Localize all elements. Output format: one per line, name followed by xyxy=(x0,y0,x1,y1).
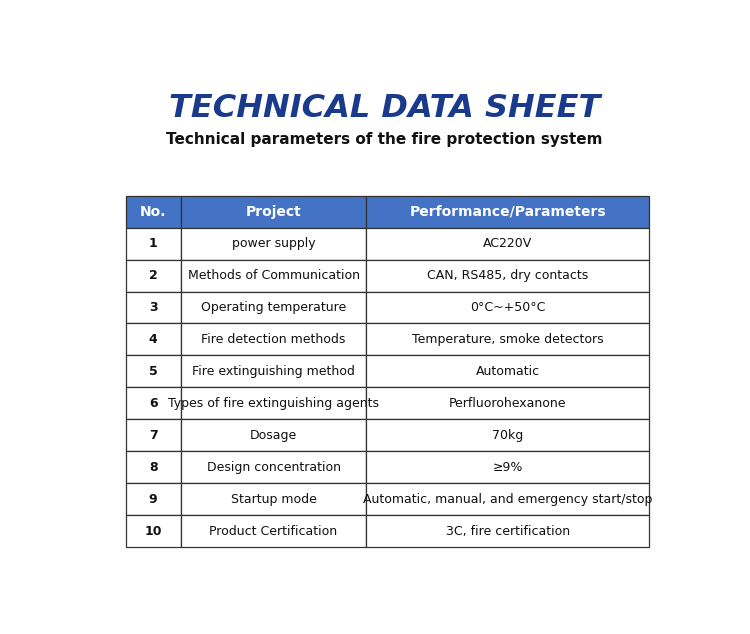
Bar xyxy=(181,196,366,228)
Text: 2: 2 xyxy=(148,269,158,282)
Bar xyxy=(366,196,649,228)
Text: Dosage: Dosage xyxy=(250,429,297,442)
Bar xyxy=(126,356,181,387)
Bar xyxy=(181,515,366,547)
Text: Startup mode: Startup mode xyxy=(230,493,316,506)
Text: Technical parameters of the fire protection system: Technical parameters of the fire protect… xyxy=(166,133,603,147)
Text: Project: Project xyxy=(246,205,302,219)
Bar xyxy=(181,451,366,483)
Bar xyxy=(126,387,181,419)
Text: Operating temperature: Operating temperature xyxy=(201,301,346,314)
Bar xyxy=(366,419,649,451)
Bar xyxy=(126,196,181,228)
Text: Automatic: Automatic xyxy=(476,365,540,378)
Bar xyxy=(181,292,366,323)
Bar xyxy=(126,292,181,323)
Bar xyxy=(366,387,649,419)
Bar xyxy=(366,483,649,515)
Bar xyxy=(366,515,649,547)
Bar xyxy=(126,451,181,483)
Text: Methods of Communication: Methods of Communication xyxy=(188,269,359,282)
Text: Temperature, smoke detectors: Temperature, smoke detectors xyxy=(412,333,604,346)
Text: Fire extinguishing method: Fire extinguishing method xyxy=(192,365,355,378)
Text: Types of fire extinguishing agents: Types of fire extinguishing agents xyxy=(168,397,379,410)
Bar xyxy=(126,483,181,515)
Bar xyxy=(181,228,366,259)
Bar xyxy=(126,323,181,356)
Text: 6: 6 xyxy=(148,397,158,410)
Bar xyxy=(366,259,649,292)
Bar xyxy=(181,323,366,356)
Bar xyxy=(181,483,366,515)
Text: Automatic, manual, and emergency start/stop: Automatic, manual, and emergency start/s… xyxy=(363,493,652,506)
Bar xyxy=(181,356,366,387)
Bar xyxy=(126,228,181,259)
Text: 5: 5 xyxy=(148,365,158,378)
Bar xyxy=(126,259,181,292)
Bar xyxy=(181,387,366,419)
Text: 9: 9 xyxy=(148,493,158,506)
Text: Design concentration: Design concentration xyxy=(206,461,340,474)
Text: Perfluorohexanone: Perfluorohexanone xyxy=(448,397,566,410)
Text: 3: 3 xyxy=(148,301,158,314)
Bar xyxy=(181,259,366,292)
Text: No.: No. xyxy=(140,205,166,219)
Text: 0°C~+50°C: 0°C~+50°C xyxy=(470,301,545,314)
Text: 3C, fire certification: 3C, fire certification xyxy=(446,525,570,538)
Bar xyxy=(366,356,649,387)
Text: 70kg: 70kg xyxy=(492,429,524,442)
Text: Product Certification: Product Certification xyxy=(209,525,338,538)
Text: 8: 8 xyxy=(148,461,158,474)
Text: Fire detection methods: Fire detection methods xyxy=(201,333,346,346)
Text: TECHNICAL DATA SHEET: TECHNICAL DATA SHEET xyxy=(169,93,600,124)
Text: AC220V: AC220V xyxy=(483,237,532,250)
Bar xyxy=(126,515,181,547)
Text: 1: 1 xyxy=(148,237,158,250)
Text: 7: 7 xyxy=(148,429,158,442)
Bar xyxy=(366,323,649,356)
Text: power supply: power supply xyxy=(232,237,315,250)
Text: CAN, RS485, dry contacts: CAN, RS485, dry contacts xyxy=(427,269,588,282)
Text: Performance/Parameters: Performance/Parameters xyxy=(410,205,606,219)
Bar xyxy=(366,451,649,483)
Text: 4: 4 xyxy=(148,333,158,346)
Bar xyxy=(366,228,649,259)
Text: 10: 10 xyxy=(145,525,162,538)
Text: ≥9%: ≥9% xyxy=(493,461,523,474)
Bar xyxy=(366,292,649,323)
Bar xyxy=(181,419,366,451)
Bar xyxy=(126,419,181,451)
